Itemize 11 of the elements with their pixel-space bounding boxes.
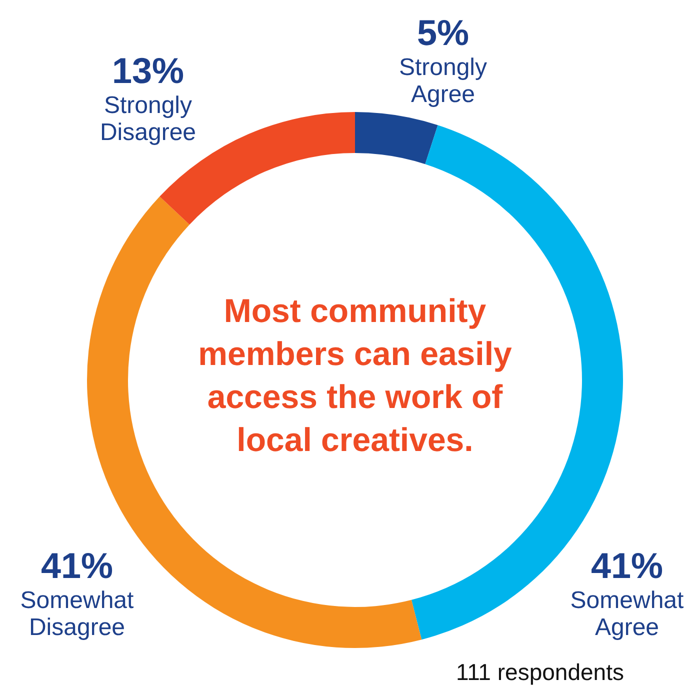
data-label: 41%: [590, 545, 664, 586]
data-label: 5%: [416, 12, 470, 53]
data-label: 13%: [112, 50, 184, 91]
donut-slice: [355, 112, 438, 164]
slice-label: Somewhat Disagree: [20, 587, 134, 641]
slice-label: Strongly Disagree: [100, 92, 196, 146]
slice-label: Somewhat Agree: [570, 587, 684, 641]
text: Most community members can easily access the work of local creatives.: [198, 292, 512, 458]
text: 111 respondents: [456, 659, 624, 685]
data-label: 41%: [40, 545, 114, 586]
slice-label: Strongly Agree: [398, 54, 488, 108]
